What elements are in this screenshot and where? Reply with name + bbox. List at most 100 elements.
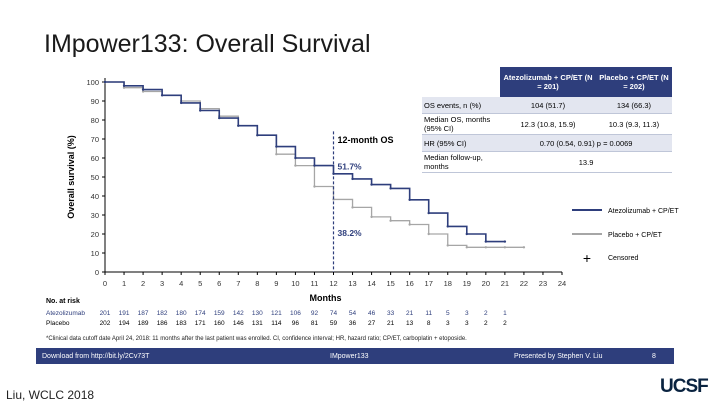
stats-row-median-os: Median OS, months (95% CI) 12.3 (10.8, 1… (422, 113, 672, 135)
stats-value-atezo: 104 (51.7) (500, 97, 596, 114)
risk-value: 182 (157, 310, 168, 317)
data-point (351, 206, 354, 209)
data-point (389, 219, 392, 222)
y-tick-label: 100 (86, 78, 99, 87)
risk-value: 180 (176, 310, 187, 317)
data-point (484, 246, 488, 249)
censored-symbol: + (583, 250, 591, 266)
data-point (294, 164, 297, 167)
risk-value: 13 (406, 320, 414, 327)
annotation-label: 51.7% (338, 162, 363, 172)
stats-value-hr: 0.70 (0.54, 0.91) p = 0.0069 (500, 134, 672, 152)
footer-study: IMpower133 (330, 352, 369, 360)
risk-value: 146 (233, 320, 244, 327)
x-tick-label: 23 (539, 279, 547, 288)
risk-value: 194 (119, 320, 130, 327)
risk-value: 92 (311, 310, 319, 317)
x-tick-label: 14 (367, 279, 375, 288)
stats-table: Atezolizumab + CP/ET (N = 201) Placebo +… (422, 67, 672, 173)
x-tick-label: 16 (405, 279, 413, 288)
footer-presenter: Presented by Stephen V. Liu (514, 352, 603, 360)
y-tick-label: 0 (95, 268, 99, 277)
data-point (218, 116, 221, 120)
x-tick-label: 24 (558, 279, 566, 288)
stats-header-placebo: Placebo + CP/ET (N = 202) (595, 67, 672, 97)
x-tick-label: 11 (311, 279, 319, 288)
risk-value: 33 (387, 310, 395, 317)
data-point (237, 124, 240, 127)
x-tick-label: 0 (103, 279, 107, 288)
data-point (446, 244, 449, 247)
footer-page-number: 8 (652, 352, 656, 360)
data-point (465, 232, 468, 236)
x-tick-label: 1 (122, 279, 126, 288)
risk-value: 114 (271, 320, 282, 327)
x-tick-label: 13 (348, 279, 356, 288)
risk-value: 81 (311, 320, 319, 327)
data-point (446, 225, 449, 228)
y-axis-label: Overall survival (%) (66, 135, 76, 219)
data-point (313, 185, 316, 188)
risk-value: 3 (465, 310, 469, 317)
data-point (160, 94, 164, 97)
x-tick-label: 3 (160, 279, 164, 288)
credit: Liu, WCLC 2018 (6, 388, 95, 402)
stats-row-events: OS events, n (%) 104 (51.7) 134 (66.3) (422, 97, 672, 114)
risk-value: 96 (292, 320, 300, 327)
risk-value: 1 (503, 310, 507, 317)
risk-value: 159 (214, 310, 225, 317)
risk-value: 171 (195, 320, 206, 327)
data-point (522, 246, 526, 249)
data-point (370, 183, 373, 186)
data-point (503, 240, 507, 243)
data-point (351, 177, 354, 181)
risk-value: 121 (271, 310, 282, 317)
x-tick-label: 2 (141, 279, 145, 288)
risk-value: 27 (368, 320, 376, 327)
risk-value: 74 (330, 310, 338, 317)
risk-value: 46 (368, 310, 376, 317)
risk-value: 174 (195, 310, 206, 317)
risk-value: 59 (330, 320, 338, 327)
data-point (122, 86, 126, 89)
stats-row-followup: Median follow-up, months 13.9 (422, 151, 672, 173)
stats-label: OS events, n (%) (422, 97, 501, 114)
annotation-label: 12-month OS (338, 135, 394, 145)
risk-value: 189 (138, 320, 149, 327)
x-tick-label: 17 (425, 279, 433, 288)
y-tick-label: 20 (91, 230, 99, 239)
x-tick-label: 12 (329, 279, 337, 288)
data-point (427, 232, 430, 236)
y-tick-label: 40 (91, 192, 99, 201)
risk-value: 191 (119, 310, 130, 317)
survival-curves (103, 80, 526, 249)
risk-value: 3 (446, 320, 450, 327)
data-point (122, 84, 126, 88)
risk-value: 130 (252, 310, 263, 317)
risk-value: 3 (465, 320, 469, 327)
stats-value-atezo: 12.3 (10.8, 15.9) (500, 113, 596, 135)
data-point (484, 240, 488, 243)
risk-value: 54 (349, 310, 357, 317)
footnote: *Clinical data cutoff date April 24, 201… (46, 336, 467, 342)
data-point (179, 101, 183, 105)
risk-row-name: Placebo (46, 320, 70, 327)
data-point (256, 134, 259, 137)
risk-value: 187 (138, 310, 149, 317)
legend: Atezolizumab + CP/ET Placebo + CP/ET + Cens… (572, 208, 679, 266)
data-point (427, 211, 430, 215)
risk-value: 142 (233, 310, 244, 317)
y-tick-label: 80 (91, 116, 99, 125)
y-tick-label: 70 (91, 135, 99, 144)
stats-value-placebo: 10.3 (9.3, 11.3) (595, 113, 672, 135)
x-tick-label: 7 (236, 279, 240, 288)
risk-value: 5 (446, 310, 450, 317)
footer-link[interactable]: Download from http://bit.ly/2Cv73T (42, 352, 150, 360)
stats-header-row: Atezolizumab + CP/ET (N = 201) Placebo +… (422, 67, 672, 97)
risk-value: 160 (214, 320, 225, 327)
data-point (141, 88, 145, 91)
risk-value: 8 (427, 320, 431, 327)
data-point (465, 246, 468, 249)
data-point (389, 187, 392, 190)
